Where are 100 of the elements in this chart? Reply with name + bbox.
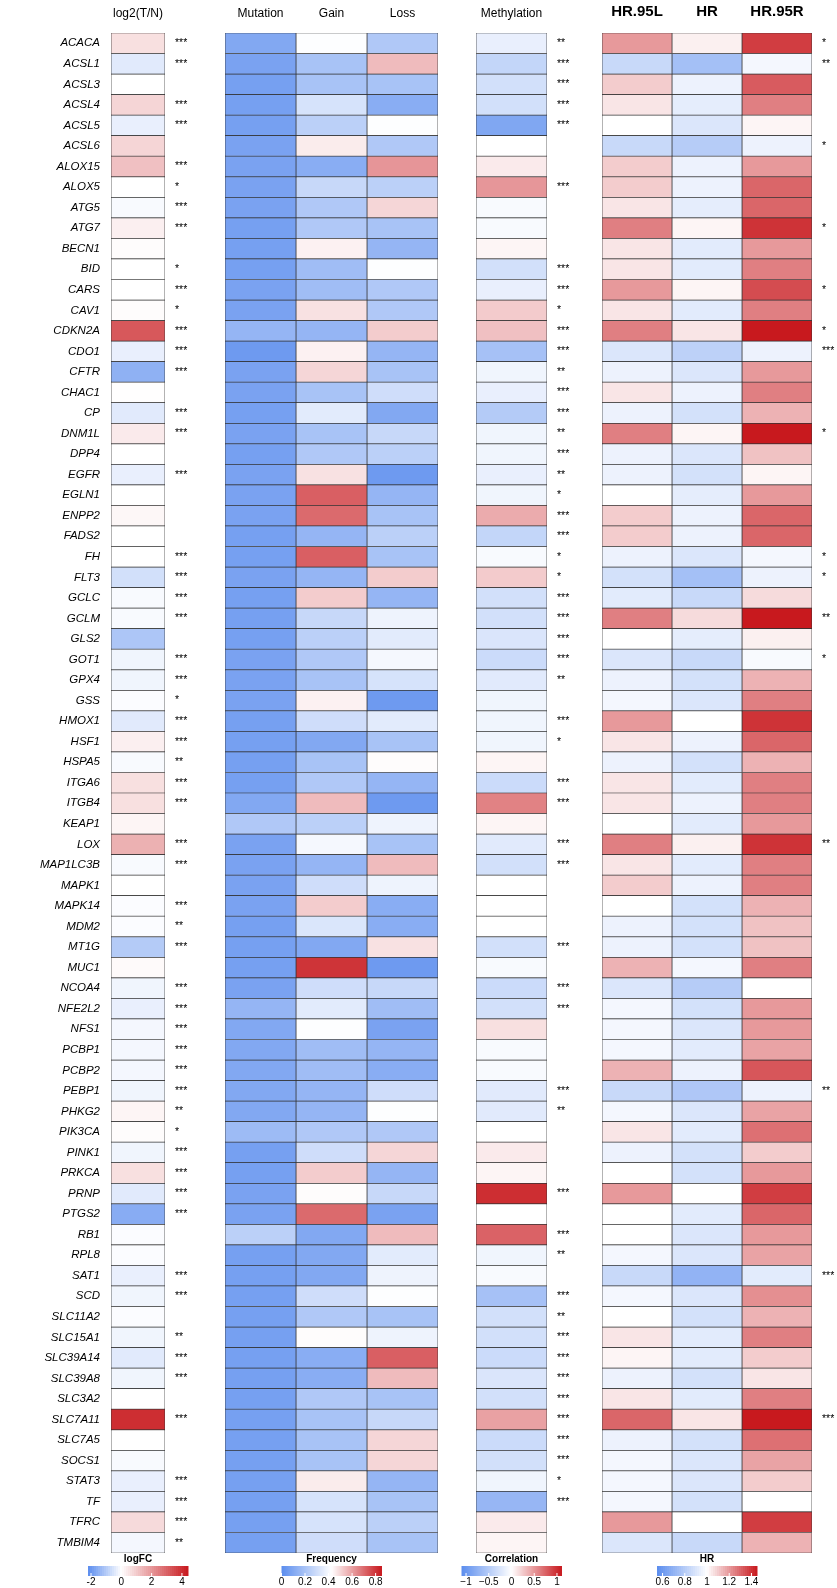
y2-tick-label: ** (557, 467, 566, 480)
y2-tick-label: * (822, 570, 827, 583)
y2-tick-label: *** (557, 118, 570, 131)
y2-tick-label: *** (175, 1474, 188, 1486)
y2-tick-label: *** (175, 898, 188, 911)
y2-tick-label: *** (557, 652, 570, 665)
y-tick-label: MAP1LC3B (39, 858, 101, 871)
y2-tick-label: * (175, 303, 180, 316)
y2-tick-label: *** (175, 97, 188, 110)
y-tick-label: MT1G (68, 940, 101, 953)
y-tick-label: GPX4 (69, 673, 100, 686)
y2-tick-label: *** (557, 611, 570, 624)
y-tick-label: GLS2 (70, 632, 101, 645)
y-tick-label: SOCS1 (61, 1453, 100, 1466)
y2-tick-label: *** (175, 570, 188, 583)
y2-tick-label: *** (557, 857, 570, 870)
y2-tick-label: * (557, 1474, 562, 1486)
y2-tick-label: *** (557, 56, 570, 69)
y-tick-label: SLC15A1 (50, 1330, 100, 1343)
y2-tick-label: *** (175, 796, 188, 809)
x-tick-label: Gain (318, 6, 345, 21)
y2-tick-label: * (822, 282, 827, 295)
y-tick-label: CHAC1 (61, 385, 100, 398)
y-tick-label: NFS1 (70, 1022, 100, 1035)
y-tick-label: NFE2L2 (57, 1001, 101, 1014)
y-tick-label: ACSL6 (62, 139, 101, 152)
y2-tick-label: *** (175, 344, 188, 357)
y2-tick-label: *** (175, 1350, 188, 1363)
y-tick-label: SLC39A14 (44, 1351, 100, 1364)
y2-tick-label: *** (175, 611, 188, 624)
y2-tick-label: *** (557, 179, 570, 192)
color-bar-label: 1 (704, 1575, 711, 1587)
y2-tick-label: *** (175, 56, 188, 69)
y2-tick-label: *** (175, 1186, 188, 1199)
y2-tick-label: *** (175, 364, 188, 377)
y-tick-label: ALOX5 (61, 180, 101, 193)
y2-tick-label: *** (175, 323, 188, 336)
y2-tick-label: *** (175, 1042, 188, 1055)
y2-tick-label: ** (822, 837, 831, 850)
color-bar-label: 0.6 (655, 1575, 670, 1587)
y-tick-label: MDM2 (66, 919, 101, 932)
y-tick-label: FH (84, 549, 101, 562)
y2-tick-label: ** (822, 1083, 831, 1096)
y2-tick-label: *** (175, 1145, 188, 1158)
y2-tick-label: ** (175, 1104, 184, 1117)
color-bar-title: HR (699, 1553, 715, 1564)
y-tick-label: PIK3CA (59, 1125, 101, 1138)
y2-tick-label: *** (175, 1515, 188, 1528)
x-tick-label: HR (696, 2, 718, 20)
y2-tick-label: *** (175, 1063, 188, 1076)
y-tick-label: MAPK14 (54, 899, 100, 912)
y2-tick-label: *** (557, 981, 570, 994)
y2-tick-label: * (822, 323, 827, 336)
color-bar-label: 0 (278, 1575, 285, 1587)
y2-tick-label: *** (175, 714, 188, 726)
y-tick-label: HSPA5 (63, 755, 101, 768)
y-tick-label: CP (84, 406, 101, 419)
y-tick-label: CDO1 (68, 344, 100, 357)
y2-tick-label: *** (175, 1268, 188, 1281)
y2-tick-label: *** (822, 1412, 835, 1425)
y2-tick-label: *** (557, 282, 570, 295)
y2-tick-label: *** (557, 1350, 570, 1363)
color-bar-label: -2 (86, 1575, 96, 1587)
y2-tick-label: ** (175, 1535, 184, 1548)
x-tick-label: HR.95L (611, 2, 663, 20)
y-tick-label: SAT1 (72, 1268, 100, 1281)
y-tick-label: PRKCA (60, 1166, 101, 1179)
y2-tick-label: * (175, 693, 180, 706)
y2-tick-label: *** (175, 1412, 188, 1425)
y2-tick-label: *** (557, 1371, 570, 1384)
color-bar-label: 0.4 (321, 1575, 336, 1587)
y-tick-label: TFRC (69, 1515, 101, 1528)
y2-tick-label: * (822, 426, 827, 439)
y2-tick-label: *** (175, 672, 188, 685)
y-tick-label: EGFR (68, 467, 100, 480)
y-tick-label: TMBIM4 (56, 1535, 100, 1548)
x-tick-label: log2(T/N) (112, 6, 164, 21)
y2-tick-label: *** (175, 549, 188, 562)
y2-tick-label: ** (175, 755, 184, 768)
y2-tick-label: *** (557, 97, 570, 110)
y-tick-label: PINK1 (66, 1145, 100, 1158)
y2-tick-label: *** (175, 118, 188, 131)
y2-tick-label: ** (175, 919, 184, 932)
y-tick-label: TF (85, 1494, 101, 1507)
y2-tick-label: *** (175, 857, 188, 870)
y-tick-label: SLC3A2 (57, 1392, 101, 1405)
y-tick-label: HMOX1 (59, 714, 100, 727)
y2-tick-label: * (822, 36, 827, 49)
y2-tick-label: *** (175, 1001, 188, 1014)
y-tick-label: GCLM (66, 611, 101, 624)
y2-tick-label: *** (175, 837, 188, 850)
color-bar-title: Frequency (306, 1553, 358, 1564)
y2-tick-label: *** (557, 1494, 570, 1507)
y-tick-label: DPP4 (69, 447, 100, 460)
y2-tick-label: *** (175, 467, 188, 480)
y2-tick-label: ** (557, 364, 566, 377)
y-tick-label: ACSL3 (62, 77, 101, 90)
y2-tick-label: *** (175, 36, 188, 49)
y2-tick-label: *** (175, 1022, 188, 1035)
y-tick-label: RB1 (77, 1227, 100, 1240)
